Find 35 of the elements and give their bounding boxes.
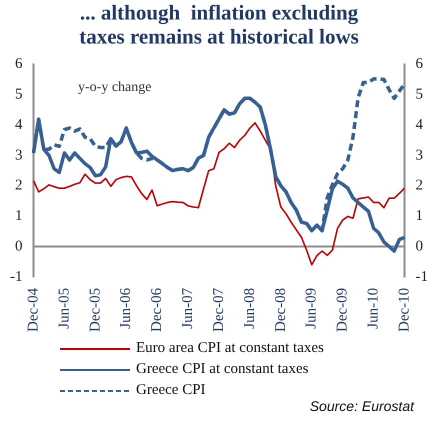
x-tick-label: Dec-07 bbox=[210, 287, 227, 332]
x-tick-label: Jun-10 bbox=[366, 288, 382, 329]
y2-tick-label: 6 bbox=[416, 56, 424, 72]
source-note: Source: Eurostat bbox=[310, 398, 414, 414]
y-tick-label: 2 bbox=[14, 178, 22, 194]
y-tick-label: -1 bbox=[10, 268, 22, 285]
y2-tick-label: 4 bbox=[416, 116, 424, 133]
y-tick-label: 0 bbox=[14, 238, 22, 254]
y2-tick-label: 0 bbox=[416, 238, 424, 254]
x-tick-label: Dec-05 bbox=[87, 288, 104, 332]
chart-title: ... although inflation excluding taxes remains at historical lows bbox=[79, 0, 359, 49]
x-tick-label: Jun-07 bbox=[180, 287, 196, 329]
x-tick-label: Jun-09 bbox=[304, 288, 320, 329]
legend-label: Euro area CPI at constant taxes bbox=[136, 340, 324, 357]
y-tick-label: 1 bbox=[14, 208, 22, 224]
y2-tick-label: 1 bbox=[416, 208, 424, 224]
x-tick-label: Dec-09 bbox=[334, 288, 351, 332]
x-tick-label: Dec-10 bbox=[396, 288, 412, 332]
legend-label: Greece CPI bbox=[136, 382, 206, 399]
annotation: y-o-y change bbox=[78, 80, 152, 96]
y2-tick-label: 3 bbox=[416, 147, 424, 164]
legend-label: Greece CPI at constant taxes bbox=[136, 361, 308, 378]
x-tick-label: Dec-08 bbox=[272, 288, 289, 332]
y-tick-label: 5 bbox=[14, 86, 22, 103]
x-tick-label: Jun-06 bbox=[118, 287, 134, 329]
x-tick-label: Dec-06 bbox=[149, 287, 166, 332]
y-tick-label: 3 bbox=[14, 147, 22, 164]
y2-tick-label: -1 bbox=[416, 268, 428, 285]
x-tick-label: Jun-08 bbox=[242, 288, 258, 329]
x-tick-label: Jun-05 bbox=[56, 288, 72, 329]
y-tick-label: 4 bbox=[14, 116, 23, 133]
y2-tick-label: 2 bbox=[416, 178, 424, 194]
y-tick-label: 6 bbox=[14, 56, 23, 72]
y2-tick-label: 5 bbox=[416, 86, 424, 103]
x-tick-label: Dec-04 bbox=[25, 287, 42, 332]
